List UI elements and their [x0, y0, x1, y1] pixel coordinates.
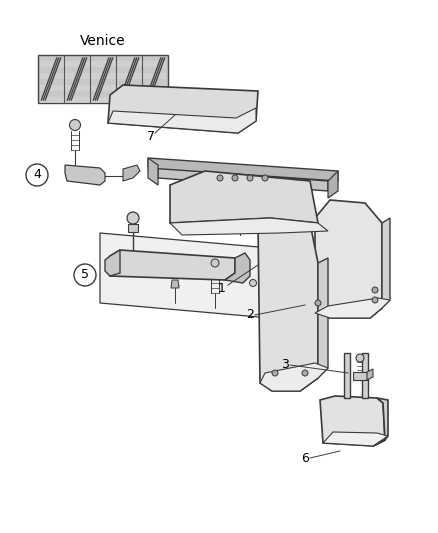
Circle shape: [247, 175, 253, 181]
Circle shape: [302, 370, 308, 376]
Polygon shape: [370, 218, 390, 318]
Polygon shape: [362, 353, 368, 398]
Circle shape: [372, 287, 378, 293]
Polygon shape: [225, 253, 250, 283]
Circle shape: [232, 175, 238, 181]
Circle shape: [70, 119, 81, 131]
Polygon shape: [367, 369, 373, 380]
Polygon shape: [128, 224, 138, 232]
Polygon shape: [170, 218, 328, 235]
Polygon shape: [170, 171, 318, 223]
Polygon shape: [171, 280, 179, 288]
Polygon shape: [40, 85, 166, 91]
Text: 4: 4: [33, 168, 41, 182]
Polygon shape: [320, 396, 385, 446]
Text: 2: 2: [246, 309, 254, 321]
Circle shape: [211, 259, 219, 267]
Polygon shape: [148, 158, 338, 181]
Polygon shape: [110, 250, 235, 280]
Circle shape: [127, 212, 139, 224]
Polygon shape: [315, 200, 382, 318]
Circle shape: [315, 300, 321, 306]
Polygon shape: [258, 218, 318, 391]
Polygon shape: [315, 298, 390, 318]
Polygon shape: [123, 165, 140, 181]
Circle shape: [272, 370, 278, 376]
Polygon shape: [40, 61, 166, 67]
Text: 1: 1: [218, 282, 226, 295]
Circle shape: [26, 164, 48, 186]
Polygon shape: [65, 165, 105, 185]
Polygon shape: [260, 363, 328, 391]
Polygon shape: [158, 168, 328, 191]
Polygon shape: [108, 85, 258, 133]
Polygon shape: [353, 372, 367, 380]
Polygon shape: [108, 108, 256, 133]
Circle shape: [356, 354, 364, 362]
Circle shape: [262, 175, 268, 181]
Polygon shape: [105, 250, 120, 276]
Polygon shape: [100, 233, 270, 318]
Circle shape: [217, 175, 223, 181]
Circle shape: [372, 297, 378, 303]
Text: Venice: Venice: [80, 34, 126, 48]
Text: 7: 7: [147, 131, 155, 143]
Polygon shape: [323, 432, 388, 446]
Polygon shape: [300, 258, 328, 391]
Polygon shape: [148, 158, 158, 185]
Circle shape: [250, 279, 257, 287]
Polygon shape: [38, 55, 168, 103]
Polygon shape: [373, 398, 388, 446]
Polygon shape: [40, 73, 166, 79]
Polygon shape: [40, 97, 166, 103]
Text: 6: 6: [301, 451, 309, 464]
Circle shape: [74, 264, 96, 286]
Polygon shape: [344, 353, 350, 398]
Polygon shape: [328, 171, 338, 198]
Text: 5: 5: [81, 269, 89, 281]
Text: 3: 3: [281, 359, 289, 372]
